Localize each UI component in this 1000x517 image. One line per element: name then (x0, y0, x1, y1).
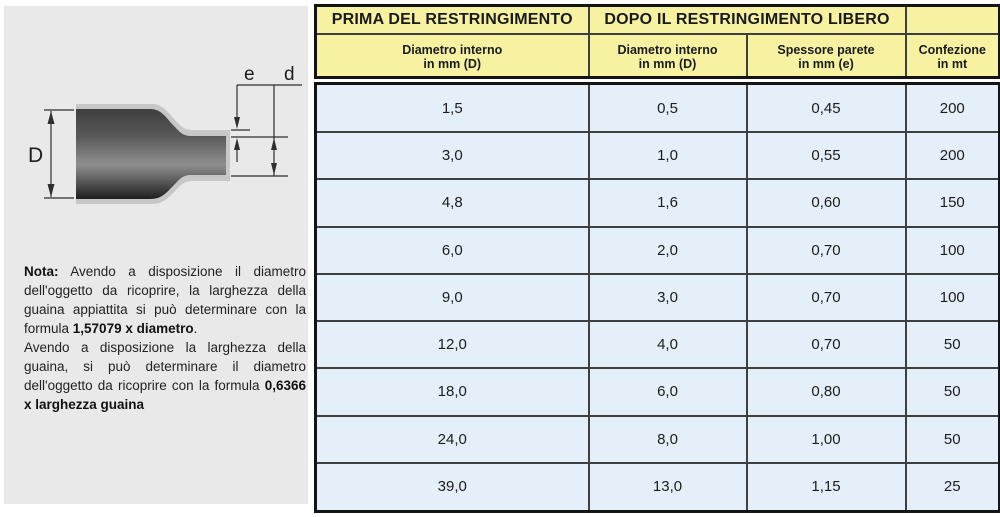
data-table-body: 1,5 0,5 0,45 200 3,0 1,0 0,55 200 4,8 1,6 0,60 150 6… (314, 82, 1000, 513)
table-row: 9,0 3,0 0,70 100 (314, 272, 1000, 323)
note-paragraph: Nota: Avendo a disposizione il diametro … (24, 264, 306, 336)
table-cell: 50 (904, 414, 1000, 464)
col-header-line2: in mt (937, 56, 968, 71)
table-cell: 6,0 (587, 367, 748, 417)
group-header-row: PRIMA DEL RESTRINGIMENTO DOPO IL RESTRIN… (314, 4, 1000, 35)
note-text: Nota: Avendo a disposizione il diametro … (24, 262, 306, 414)
table-cell: 100 (904, 272, 1000, 323)
label-D: D (28, 144, 43, 167)
label-d: d (284, 64, 295, 85)
dimension-D: D (28, 109, 74, 199)
table-cell: 100 (904, 225, 1000, 275)
table-cell: 50 (904, 320, 1000, 370)
table-cell: 3,0 (587, 272, 748, 323)
table-cell: 0,70 (745, 320, 907, 370)
table-row: 1,5 0,5 0,45 200 (314, 82, 1000, 134)
table-row: 4,8 1,6 0,60 150 (314, 178, 1000, 228)
table-row: 6,0 2,0 0,70 100 (314, 225, 1000, 275)
table-cell: 39,0 (314, 461, 590, 513)
table-cell: 9,0 (314, 272, 590, 323)
col-header-line1: Spessore parete (777, 42, 875, 57)
table-cell: 1,00 (745, 414, 907, 464)
table-cell: 200 (904, 82, 1000, 134)
table-cell: 0,80 (745, 367, 907, 417)
table-cell: 1,0 (587, 131, 748, 181)
table-cell: 0,70 (745, 225, 907, 275)
col-header-line1: Confezione (918, 42, 986, 57)
table-cell: 50 (904, 367, 1000, 417)
table-cell: 12,0 (314, 320, 590, 370)
group-header-dopo: DOPO IL RESTRINGIMENTO LIBERO (587, 4, 907, 35)
table-cell: 0,60 (745, 178, 907, 228)
table-cell: 0,55 (745, 131, 907, 181)
col-header-line2: in mm (D) (638, 56, 697, 71)
tube-body (76, 109, 226, 199)
col-header-diametro-dopo: Diametro interno in mm (D) (587, 33, 748, 79)
table-cell: 0,45 (745, 82, 907, 134)
col-header-line2: in mm (D) (423, 56, 482, 71)
table-cell: 150 (904, 178, 1000, 228)
table-cell: 24,0 (314, 414, 590, 464)
table-cell: 200 (904, 131, 1000, 181)
table-cell: 2,0 (587, 225, 748, 275)
heat-shrink-tube-diagram: D e d (28, 64, 302, 204)
table-row: 18,0 6,0 0,80 50 (314, 367, 1000, 417)
table-cell: 0,70 (745, 272, 907, 323)
spec-table-body: 1,5 0,5 0,45 200 3,0 1,0 0,55 200 4,8 1,6 0,60 150 6… (314, 82, 1000, 513)
table-cell: 8,0 (587, 414, 748, 464)
table-cell: 0,5 (587, 82, 748, 134)
table-cell: 18,0 (314, 367, 590, 417)
table-row: 24,0 8,0 1,00 50 (314, 414, 1000, 464)
table-cell: 13,0 (587, 461, 748, 513)
table-cell: 1,15 (745, 461, 907, 513)
group-header-prima: PRIMA DEL RESTRINGIMENTO (314, 4, 590, 35)
table-cell: 1,6 (587, 178, 748, 228)
spec-table-header: PRIMA DEL RESTRINGIMENTO DOPO IL RESTRIN… (314, 4, 1000, 79)
table-cell: 1,5 (314, 82, 590, 134)
table-row: 3,0 1,0 0,55 200 (314, 131, 1000, 181)
table-cell: 4,8 (314, 178, 590, 228)
group-header-empty (904, 4, 1000, 35)
table-cell: 6,0 (314, 225, 590, 275)
table-row: 12,0 4,0 0,70 50 (314, 320, 1000, 370)
col-header-confezione: Confezione in mt (904, 33, 1000, 79)
col-header-diametro-prima: Diametro interno in mm (D) (314, 33, 590, 79)
dimension-e-d: e d (231, 64, 302, 177)
col-header-line1: Diametro interno (617, 42, 718, 57)
table-cell: 25 (904, 461, 1000, 513)
table-cell: 3,0 (314, 131, 590, 181)
note-paragraph: Avendo a disposizione la larghezza della… (24, 340, 306, 412)
col-header-line1: Diametro interno (402, 42, 503, 57)
sub-header-row: Diametro interno in mm (D) Diametro inte… (314, 33, 1000, 79)
col-header-spessore: Spessore parete in mm (e) (745, 33, 907, 79)
col-header-line2: in mm (e) (798, 56, 854, 71)
table-cell: 4,0 (587, 320, 748, 370)
label-e: e (244, 64, 255, 85)
table-row: 39,0 13,0 1,15 25 (314, 461, 1000, 513)
left-panel: D e d Nota: Avendo a disposizione il dia… (4, 6, 308, 504)
